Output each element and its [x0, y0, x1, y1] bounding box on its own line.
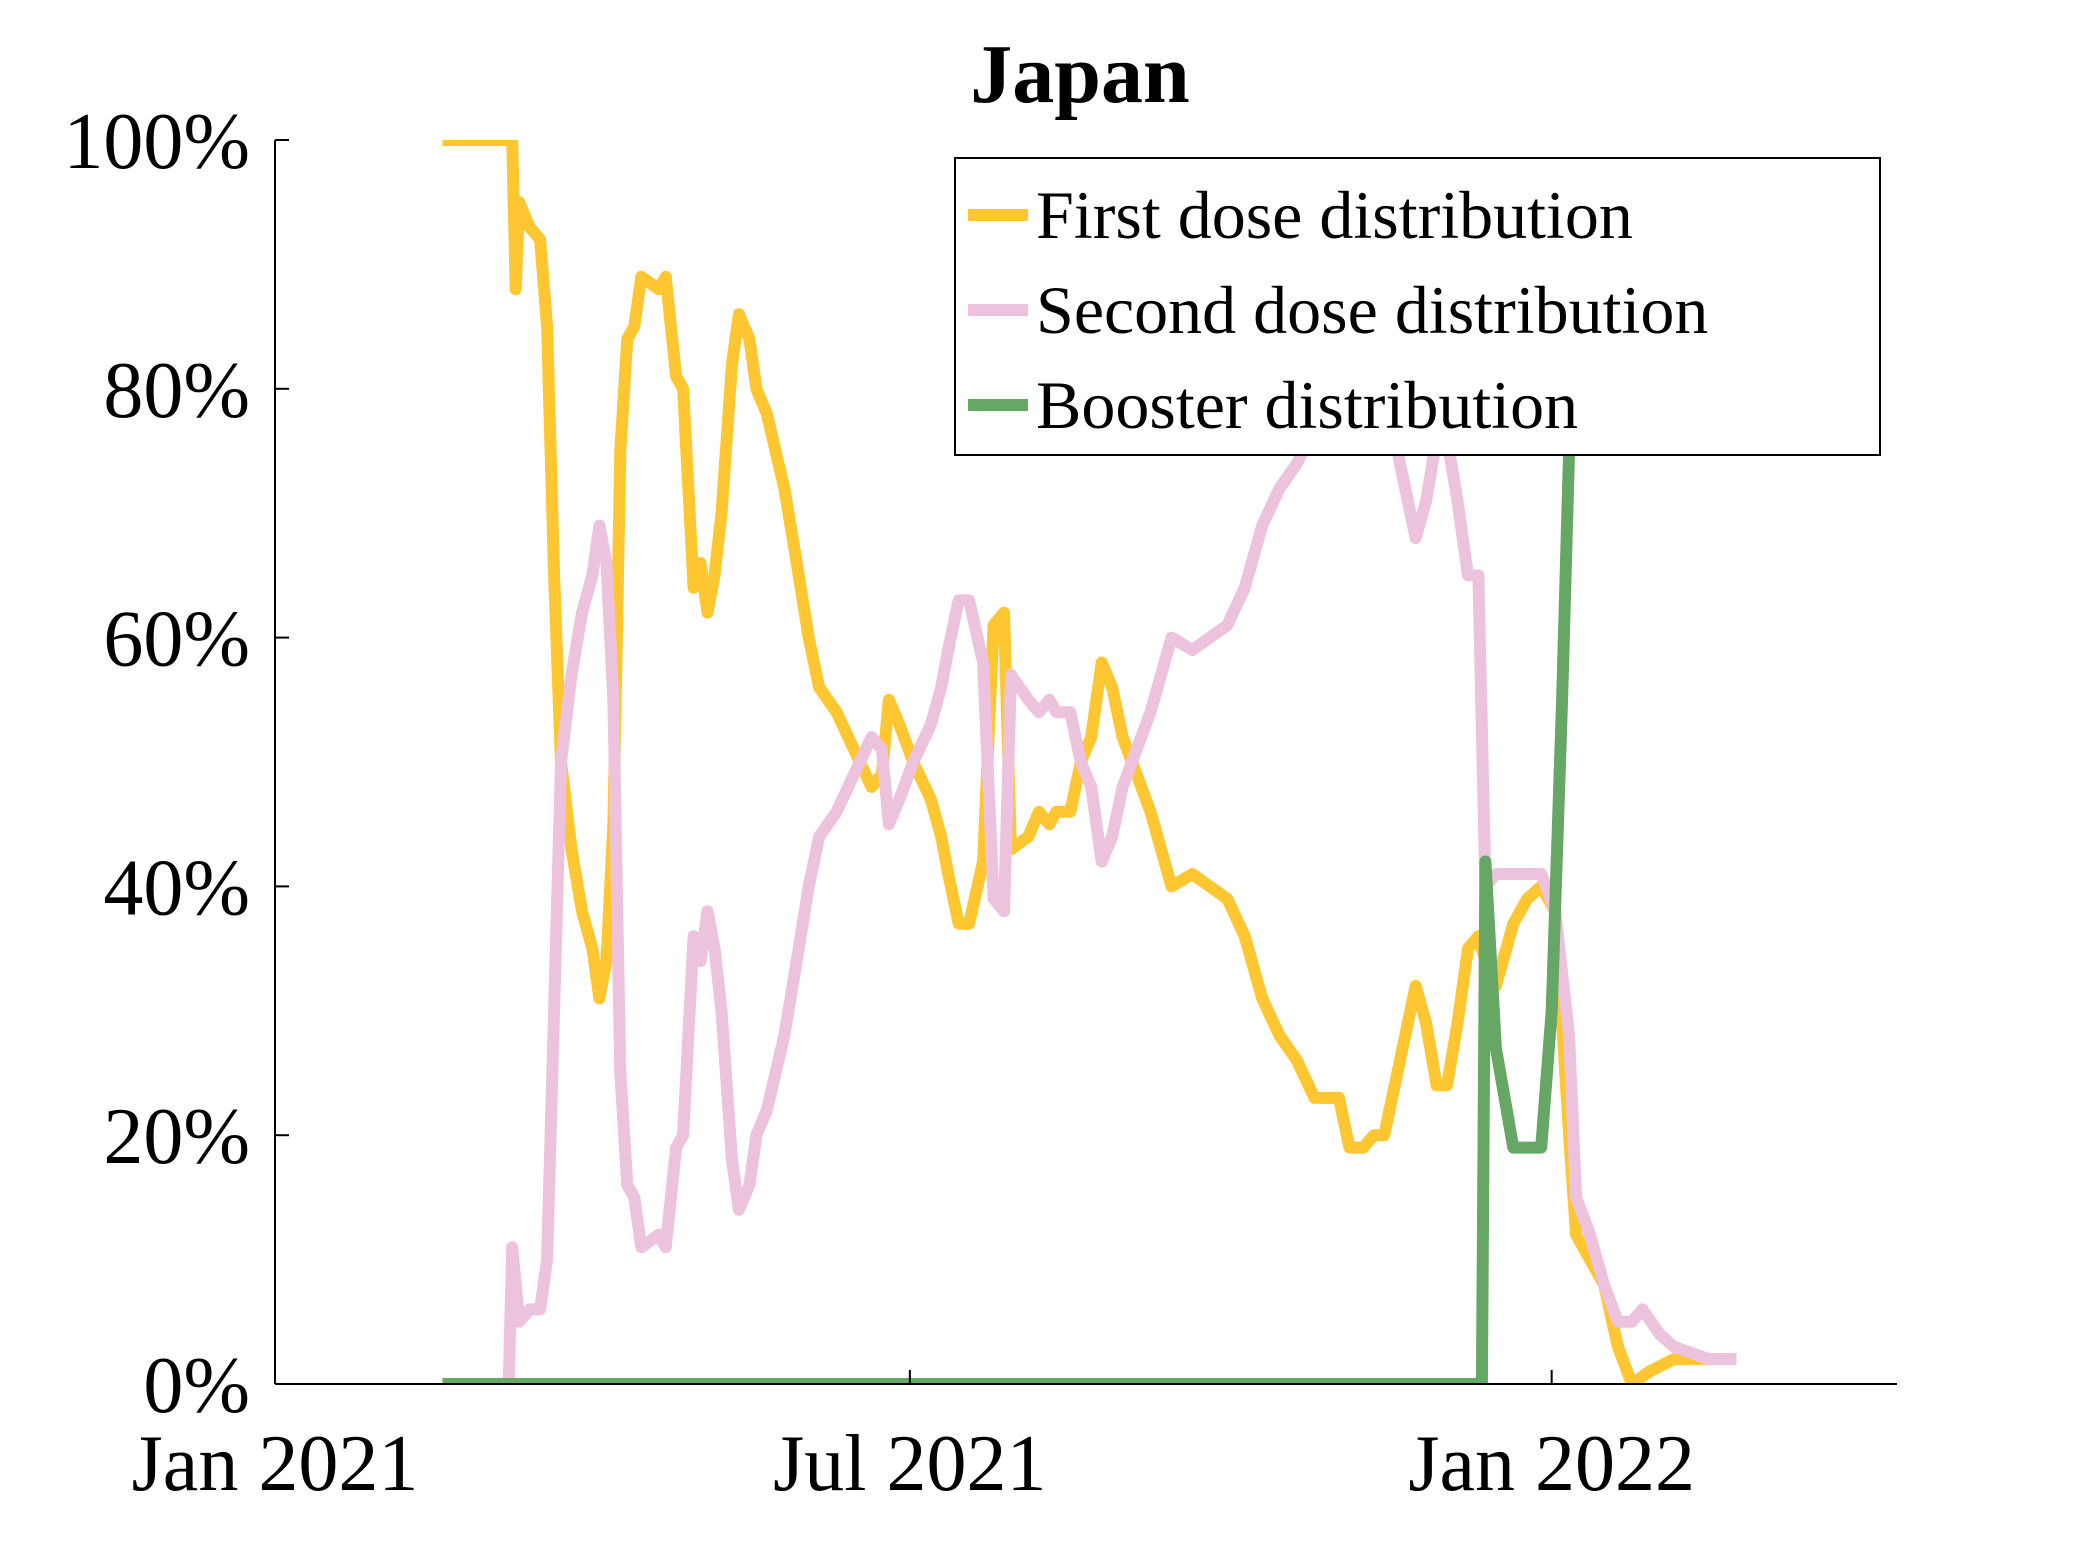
chart-title: Japan: [970, 28, 1189, 121]
x-tick-label: Jul 2021: [773, 1420, 1046, 1508]
y-tick-label: 60%: [103, 596, 250, 684]
series-line-3: [442, 264, 1586, 1385]
legend: First dose distribution Second dose distr…: [954, 157, 1881, 456]
x-tick-label: Jan 2021: [132, 1420, 419, 1508]
y-tick-label: 0%: [143, 1342, 250, 1430]
y-tick-label: 40%: [103, 844, 250, 932]
series-line-2: [502, 370, 1737, 1385]
legend-items: First dose distribution Second dose distr…: [968, 177, 1708, 443]
y-tick-label: 80%: [103, 347, 250, 435]
y-tick-label: 100%: [63, 98, 250, 186]
legend-label-1: First dose distribution: [1036, 177, 1633, 253]
x-tick-label: Jan 2022: [1408, 1420, 1695, 1508]
legend-label-3: Booster distribution: [1036, 367, 1578, 443]
y-axis-ticks: 0% 20% 40% 60% 80% 100%: [63, 98, 289, 1430]
series-layer: [442, 140, 1737, 1385]
legend-label-2: Second dose distribution: [1036, 272, 1708, 348]
legend-box: [954, 157, 1881, 456]
y-tick-label: 20%: [103, 1093, 250, 1181]
x-axis-ticks: Jan 2021 Jul 2021 Jan 2022: [132, 1370, 1695, 1508]
